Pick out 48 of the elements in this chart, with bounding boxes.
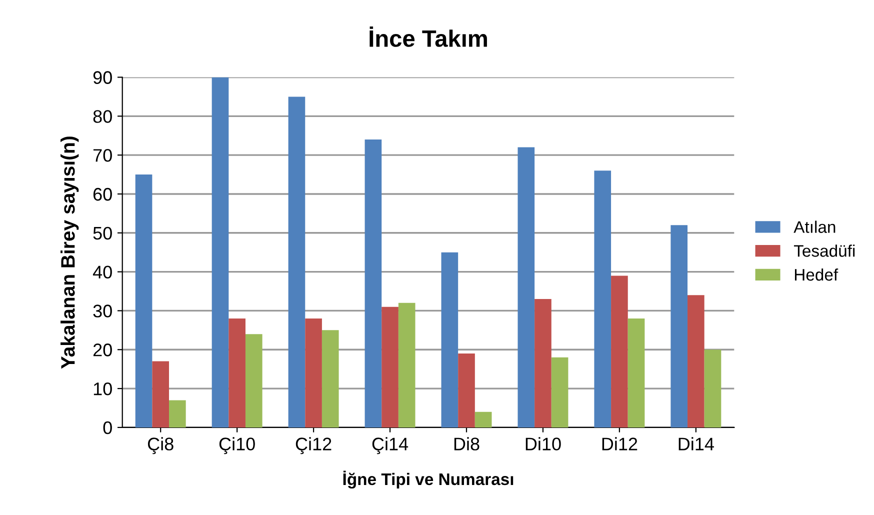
y-tick-label: 50 xyxy=(93,226,112,240)
x-tick-label: Di10 xyxy=(526,437,561,450)
y-tick-label: 70 xyxy=(93,149,112,162)
bar xyxy=(441,252,458,428)
x-tick-label: Çi12 xyxy=(296,437,332,454)
legend-label: Hedef xyxy=(794,268,838,281)
x-tick-label: Di12 xyxy=(602,437,638,450)
x-tick-label: Di8 xyxy=(454,437,480,450)
y-axis-title: Yakalanan Birey sayısı(n) xyxy=(60,136,79,369)
bar xyxy=(688,295,704,428)
bar xyxy=(534,299,552,428)
bar xyxy=(152,361,170,428)
bar xyxy=(611,276,628,428)
bar xyxy=(169,400,186,428)
legend-label: Tesadüfi xyxy=(794,244,855,257)
legend-label: Atılan xyxy=(794,220,836,233)
bar xyxy=(364,140,382,428)
y-tick-label: 10 xyxy=(94,382,112,396)
bar xyxy=(398,302,416,428)
y-tick-label: 30 xyxy=(93,304,112,318)
bar xyxy=(288,96,306,428)
y-tick-label: 80 xyxy=(93,110,112,123)
bar xyxy=(551,357,568,428)
bar xyxy=(228,318,246,428)
x-tick-label: Çi8 xyxy=(148,437,174,454)
bar xyxy=(704,350,722,428)
x-tick-label: Çi10 xyxy=(219,437,255,454)
x-tick-label: Çi14 xyxy=(372,437,408,454)
bar xyxy=(245,334,262,428)
x-axis-title: İğne Tipi ve Numarası xyxy=(343,470,514,489)
chart-title: İnce Takım xyxy=(370,26,487,47)
bar xyxy=(212,77,229,428)
y-tick-label: 60 xyxy=(93,188,112,201)
y-tick-label: 20 xyxy=(93,344,112,356)
bar xyxy=(628,318,645,428)
bar xyxy=(305,318,322,428)
bar xyxy=(322,330,339,428)
bar xyxy=(474,412,492,428)
bar xyxy=(382,306,398,428)
y-tick-label: 90 xyxy=(93,71,112,84)
bar xyxy=(594,170,612,428)
y-tick-label: 40 xyxy=(92,266,112,279)
bar xyxy=(670,225,688,428)
x-tick-label: Di14 xyxy=(678,437,714,450)
bar xyxy=(135,174,152,428)
bar xyxy=(518,147,535,428)
bar xyxy=(458,354,475,428)
y-tick-label: 0 xyxy=(103,421,112,434)
